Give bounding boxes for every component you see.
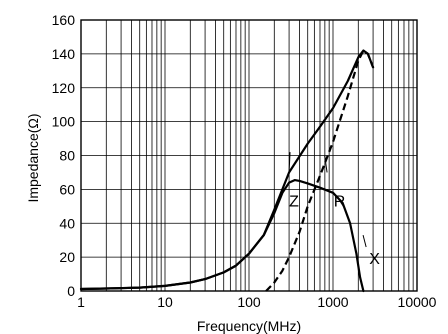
y-tick-label: 0 — [67, 283, 75, 299]
series-label-z: Z — [289, 193, 299, 210]
y-tick-label: 80 — [59, 148, 75, 164]
series-label-leader-x — [362, 234, 367, 248]
series-line-x — [79, 179, 365, 293]
plot-frame — [80, 19, 418, 292]
y-tick-label: 40 — [59, 215, 75, 231]
y-tick-labels: 0 20 40 60 80 100 120 140 160 — [52, 12, 76, 299]
x-tick-label: 1 — [77, 294, 85, 310]
series-label-leader-z — [288, 152, 291, 173]
y-tick-label: 100 — [52, 114, 76, 130]
y-tick-label: 60 — [59, 181, 75, 197]
y-axis-title: Impedance(Ω) — [25, 113, 41, 202]
y-tick-label: 140 — [52, 46, 76, 62]
x-axis-title: Frequency(MHz) — [197, 318, 301, 334]
series-labels: Z R X — [288, 152, 380, 268]
series-group — [79, 49, 375, 293]
series-label-r: R — [334, 193, 346, 210]
x-tick-label: 10000 — [398, 294, 437, 310]
series-label-x: X — [369, 251, 380, 268]
x-tick-labels: 1 10 100 1000 10000 — [77, 294, 437, 310]
series-line-r — [265, 49, 375, 292]
y-tick-label: 160 — [52, 12, 76, 28]
y-tick-label: 20 — [59, 249, 75, 265]
x-tick-label: 100 — [237, 294, 261, 310]
x-tick-label: 1000 — [317, 294, 348, 310]
y-tick-label: 120 — [52, 80, 76, 96]
grid — [81, 20, 417, 291]
series-label-leader-r — [324, 155, 328, 173]
x-tick-label: 10 — [157, 294, 173, 310]
